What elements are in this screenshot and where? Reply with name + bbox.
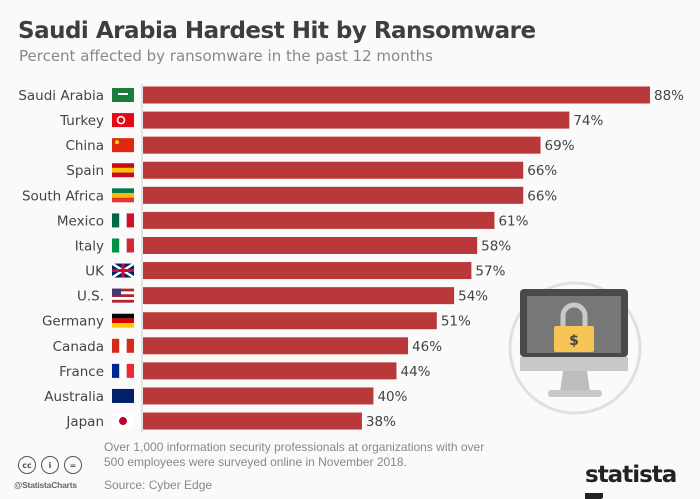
category-label: Mexico bbox=[57, 213, 104, 229]
cc-icon: cc bbox=[18, 456, 36, 474]
flag-icon bbox=[112, 188, 134, 203]
category-label: UK bbox=[85, 264, 105, 280]
flag-icon bbox=[112, 163, 134, 178]
category-label: Spain bbox=[66, 163, 104, 179]
nd-icon: = bbox=[64, 456, 82, 474]
bar bbox=[143, 412, 362, 430]
bar bbox=[143, 111, 570, 129]
flag-icon bbox=[112, 88, 134, 102]
flag-icon bbox=[112, 313, 134, 328]
value-label: 51% bbox=[441, 314, 471, 330]
flag-icon bbox=[111, 262, 135, 279]
category-label: Japan bbox=[65, 414, 104, 430]
bar bbox=[143, 86, 650, 104]
value-label: 74% bbox=[573, 113, 603, 129]
bar bbox=[143, 236, 478, 254]
survey-note: Over 1,000 information security professi… bbox=[104, 440, 485, 469]
value-label: 88% bbox=[654, 88, 684, 104]
flag-icon bbox=[112, 213, 134, 228]
source[interactable]: Source: Cyber Edge bbox=[104, 478, 213, 492]
category-label: Saudi Arabia bbox=[18, 88, 104, 104]
value-label: 38% bbox=[366, 414, 396, 430]
monitor-padlock-dollar-icon: $ bbox=[508, 281, 642, 415]
flag-icon bbox=[112, 138, 134, 153]
bar bbox=[143, 136, 541, 154]
flag-icon bbox=[112, 338, 134, 353]
value-label: 44% bbox=[401, 364, 431, 380]
category-label: France bbox=[59, 364, 104, 380]
value-label: 46% bbox=[412, 339, 442, 355]
flag-icon bbox=[112, 388, 134, 403]
bar bbox=[143, 161, 524, 179]
category-label: Australia bbox=[44, 389, 104, 405]
value-label: 69% bbox=[545, 138, 575, 154]
twitter-handle[interactable]: @StatistaCharts bbox=[14, 480, 77, 490]
category-label: U.S. bbox=[77, 289, 104, 305]
value-label: 61% bbox=[498, 213, 528, 229]
chart-subtitle: Percent affected by ransomware in the pa… bbox=[19, 47, 433, 65]
bar bbox=[143, 387, 374, 405]
bar bbox=[143, 186, 524, 204]
flag-icon bbox=[112, 414, 134, 429]
value-label: 58% bbox=[481, 238, 511, 254]
value-label: 40% bbox=[377, 389, 407, 405]
statista-logo[interactable]: statista bbox=[585, 462, 700, 499]
bar bbox=[143, 337, 409, 355]
category-label: Italy bbox=[75, 238, 104, 254]
bar bbox=[143, 362, 397, 380]
flag-icon bbox=[112, 363, 134, 378]
bar bbox=[143, 287, 455, 305]
by-icon: i bbox=[41, 456, 59, 474]
flag-icon bbox=[112, 288, 134, 303]
category-label: China bbox=[65, 138, 104, 154]
logo-text: statista bbox=[585, 462, 677, 488]
chart-title: Saudi Arabia Hardest Hit by Ransomware bbox=[18, 18, 536, 44]
value-label: 54% bbox=[458, 289, 488, 305]
value-label: 66% bbox=[527, 163, 557, 179]
statista-logo-icon bbox=[585, 493, 603, 499]
bar bbox=[143, 312, 437, 330]
flag-icon bbox=[112, 238, 134, 253]
bar bbox=[143, 211, 495, 229]
value-label: 66% bbox=[527, 188, 557, 204]
flag-icon bbox=[112, 113, 134, 128]
license-icons: cc i = bbox=[18, 456, 82, 474]
bar bbox=[143, 262, 472, 280]
category-label: Germany bbox=[42, 314, 104, 330]
category-label: South Africa bbox=[22, 188, 104, 204]
dollar-symbol: $ bbox=[569, 333, 579, 349]
category-label: Canada bbox=[53, 339, 104, 355]
category-label: Turkey bbox=[59, 113, 104, 129]
value-label: 57% bbox=[475, 264, 505, 280]
